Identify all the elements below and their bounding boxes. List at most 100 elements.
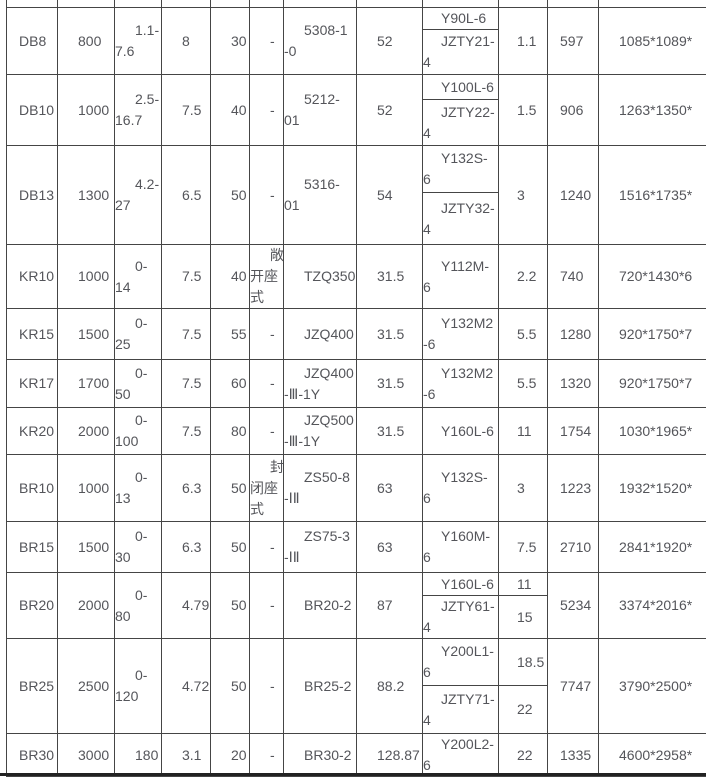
table-row: BR10 1000 0- 13 6.3 50 封 闭座 式 ZS50-8 -ⅠⅡ 63 Y132… xyxy=(6,454,706,522)
cell-DB8-val1: 8 xyxy=(161,7,211,75)
cell-BR30-dimensions: 4600*2958* xyxy=(598,733,706,777)
table-row: KR15 1500 0- 25 7.5 55- JZQ400 31.5 Y132M2 -6 5.… xyxy=(6,308,706,360)
cell-BR10-val1: 6.3 xyxy=(161,454,211,522)
cell-BR25-reducer-model: BR25-2 xyxy=(283,638,357,734)
cell-BR15-reducer-model: ZS75-3 -ⅠⅡ xyxy=(283,521,357,573)
cell-BR25-val3: 88.2 xyxy=(356,638,423,734)
cell-DB10-motor-1: Y100L-6 xyxy=(422,74,499,100)
cell-BR30-val2: 20 xyxy=(210,733,250,777)
cell-KR17-dimensions: 920*1750*7 xyxy=(598,359,706,408)
cell-BR10-motor-1: Y132S- 6 xyxy=(422,454,499,522)
cell-BR20-power-2: 15 xyxy=(498,595,548,639)
table-row: DB10 1000 2.5- 16.7 7.5 40-5212- 01 52 Y100L-6… xyxy=(6,74,706,146)
cell-top-ratio-range xyxy=(114,0,162,8)
cell-DB13-power-1: 3 xyxy=(498,145,548,245)
cell-DB10-motor-2: JZTY22- 4 xyxy=(422,99,499,146)
cell-BR30-mount-type: - xyxy=(249,733,284,777)
cell-KR10-weight: 740 xyxy=(547,244,599,309)
cell-KR20-val2: 80 xyxy=(210,407,250,455)
cell-BR15-model: BR15 xyxy=(6,521,58,573)
cell-DB13-val1: 6.5 xyxy=(161,145,211,245)
cell-BR15-val3: 63 xyxy=(356,521,423,573)
cell-DB8-power-1: 1.1 xyxy=(498,7,548,75)
cell-KR17-mount-type: - xyxy=(249,359,284,408)
cell-DB8-model: DB8 xyxy=(6,7,58,75)
cell-BR15-capacity: 1500 xyxy=(57,521,115,573)
cell-top-power xyxy=(498,0,548,8)
cell-BR30-model: BR30 xyxy=(6,733,58,777)
cell-BR15-ratio-range: 0- 30 xyxy=(114,521,162,573)
cell-BR10-val2: 50 xyxy=(210,454,250,522)
cell-BR25-model: BR25 xyxy=(6,638,58,734)
cell-KR20-power-1: 11 xyxy=(498,407,548,455)
cell-top-dimensions xyxy=(598,0,706,8)
cell-KR17-model: KR17 xyxy=(6,359,58,408)
cell-KR17-val2: 60 xyxy=(210,359,250,408)
cell-DB8-capacity: 800 xyxy=(57,7,115,75)
cell-DB13-reducer-model: 5316- 01 xyxy=(283,145,357,245)
cell-DB8-val3: 52 xyxy=(356,7,423,75)
cell-KR15-mount-type: - xyxy=(249,308,284,360)
cell-KR10-val1: 7.5 xyxy=(161,244,211,309)
cell-DB10-val2: 40 xyxy=(210,74,250,146)
cell-BR15-weight: 2710 xyxy=(547,521,599,573)
cell-BR30-motor-1: Y200L2- 6 xyxy=(422,733,499,777)
cell-KR20-model: KR20 xyxy=(6,407,58,455)
cell-BR25-weight: 7747 xyxy=(547,638,599,734)
cell-BR15-val1: 6.3 xyxy=(161,521,211,573)
cell-KR20-weight: 1754 xyxy=(547,407,599,455)
cell-DB13-ratio-range: 4.2- 27 xyxy=(114,145,162,245)
spec-table-body: DB8 800 1.1- 7.6 8 30-5308-1 -0 52 Y90L-6 1.1 59… xyxy=(6,0,706,777)
cell-KR17-ratio-range: 0- 50 xyxy=(114,359,162,408)
cell-BR20-dimensions: 3374*2016* xyxy=(598,572,706,639)
table-subrow: JZTY61- 4 15 xyxy=(7,595,706,639)
cell-top-motor-model xyxy=(422,0,499,8)
cell-top-val2 xyxy=(210,0,250,8)
cell-top-model xyxy=(6,0,58,8)
cell-top-weight xyxy=(547,0,599,8)
cell-KR15-motor-1: Y132M2 -6 xyxy=(422,308,499,360)
cell-BR10-dimensions: 1932*1520* xyxy=(598,454,706,522)
cell-BR25-mount-type: - xyxy=(249,638,284,734)
cell-KR17-power-1: 5.5 xyxy=(498,359,548,408)
cell-BR10-power-1: 3 xyxy=(498,454,548,522)
cell-BR20-model: BR20 xyxy=(6,572,58,639)
cell-KR10-ratio-range: 0- 14 xyxy=(114,244,162,309)
partial-row-top xyxy=(6,0,706,8)
cell-DB10-capacity: 1000 xyxy=(57,74,115,146)
cell-KR15-capacity: 1500 xyxy=(57,308,115,360)
cell-DB8-ratio-range: 1.1- 7.6 xyxy=(114,7,162,75)
cell-KR10-capacity: 1000 xyxy=(57,244,115,309)
table-row: BR20 2000 0- 80 4.79 50- BR20-2 87 Y160L-6 11 523… xyxy=(6,572,706,639)
cell-BR25-val2: 50 xyxy=(210,638,250,734)
cell-KR10-motor-1: Y112M- 6 xyxy=(422,244,499,309)
cell-DB8-reducer-model: 5308-1 -0 xyxy=(283,7,357,75)
cell-KR15-reducer-model: JZQ400 xyxy=(283,308,357,360)
cell-BR15-mount-type: - xyxy=(249,521,284,573)
cell-BR10-reducer-model: ZS50-8 -ⅠⅡ xyxy=(283,454,357,522)
cell-DB8-weight: 597 xyxy=(547,7,599,75)
cell-BR20-motor-2: JZTY61- 4 xyxy=(422,595,499,639)
cell-KR15-power-1: 5.5 xyxy=(498,308,548,360)
cell-BR30-power-1: 22 xyxy=(498,733,548,777)
cell-KR20-motor-1: Y160L-6 xyxy=(422,407,499,455)
cell-DB10-model: DB10 xyxy=(6,74,58,146)
cell-top-val1 xyxy=(161,0,211,8)
cell-KR20-val3: 31.5 xyxy=(356,407,423,455)
bottom-divider xyxy=(0,773,706,776)
cell-KR17-reducer-model: JZQ400 -Ⅲ-1Y xyxy=(283,359,357,408)
cell-BR25-capacity: 2500 xyxy=(57,638,115,734)
cell-DB8-dimensions: 1085*1089* xyxy=(598,7,706,75)
cell-BR10-weight: 1223 xyxy=(547,454,599,522)
cell-DB13-val3: 54 xyxy=(356,145,423,245)
cell-DB10-reducer-model: 5212- 01 xyxy=(283,74,357,146)
cell-BR25-val1: 4.72 xyxy=(161,638,211,734)
cell-KR17-val3: 31.5 xyxy=(356,359,423,408)
cell-KR15-val2: 55 xyxy=(210,308,250,360)
cell-DB13-dimensions: 1516*1735* xyxy=(598,145,706,245)
cell-top-reducer-model xyxy=(283,0,357,8)
cell-KR15-weight: 1280 xyxy=(547,308,599,360)
cell-KR10-power-1: 2.2 xyxy=(498,244,548,309)
